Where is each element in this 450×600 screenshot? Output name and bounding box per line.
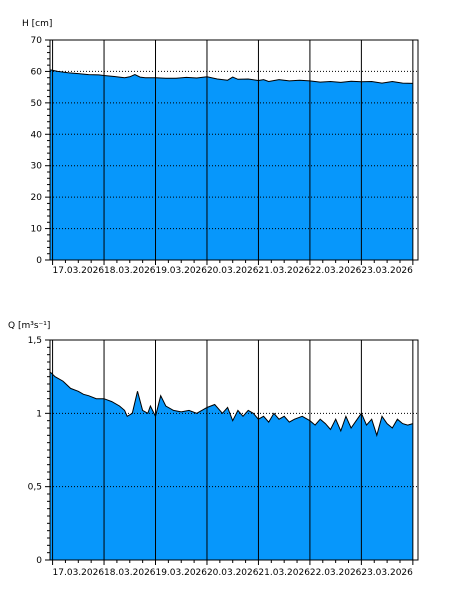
series-line xyxy=(50,69,413,84)
y-tick-label: 30 xyxy=(31,162,43,172)
x-tick-label: 23.03.2026 xyxy=(361,266,413,276)
y-tick-label: 10 xyxy=(31,225,43,235)
y-tick-label: 1 xyxy=(36,409,42,419)
x-tick-label: 23.03.2026 xyxy=(361,568,413,578)
plot-frame xyxy=(49,39,419,261)
x-tick-label: 20.03.2026 xyxy=(207,266,259,276)
y-tick-label: 70 xyxy=(31,36,43,46)
series-line xyxy=(50,371,414,438)
x-tick-label: 21.03.2026 xyxy=(258,568,310,578)
x-tick-label: 17.03.2026 xyxy=(53,266,105,276)
water-level-chart: 0 10 20 30 40 50 60 70 17.03.2026 18.03.2026 19.03… xyxy=(22,19,419,276)
y-tick-label: 50 xyxy=(31,99,43,109)
x-tick-label: 17.03.2026 xyxy=(53,568,105,578)
y-tick-label: 0 xyxy=(36,256,42,266)
x-tick-label: 19.03.2026 xyxy=(155,266,207,276)
x-tick-label: 22.03.2026 xyxy=(310,266,362,276)
y-tick-label: 20 xyxy=(31,193,43,203)
x-tick-label: 18.03.2026 xyxy=(104,568,156,578)
y-tick-label: 0 xyxy=(36,556,42,566)
y-axis-title: H [cm] xyxy=(22,19,52,29)
series-area xyxy=(50,372,413,560)
series-area xyxy=(50,69,413,261)
y-axis-title: Q [m³s⁻¹] xyxy=(8,321,50,331)
y-tick-label: 0,5 xyxy=(28,483,42,493)
x-tick-label: 19.03.2026 xyxy=(155,568,207,578)
discharge-chart: 0 0,5 1 1,5 17.03.2026 18.03.2026 19.03.2026 20… xyxy=(8,321,419,578)
x-tick-label: 21.03.2026 xyxy=(258,266,310,276)
x-tick-label: 18.03.2026 xyxy=(104,266,156,276)
y-tick-label: 1,5 xyxy=(28,336,42,346)
x-tick-label: 20.03.2026 xyxy=(207,568,259,578)
y-tick-label: 60 xyxy=(31,67,43,77)
x-tick-label: 22.03.2026 xyxy=(310,568,362,578)
y-tick-label: 40 xyxy=(31,130,43,140)
